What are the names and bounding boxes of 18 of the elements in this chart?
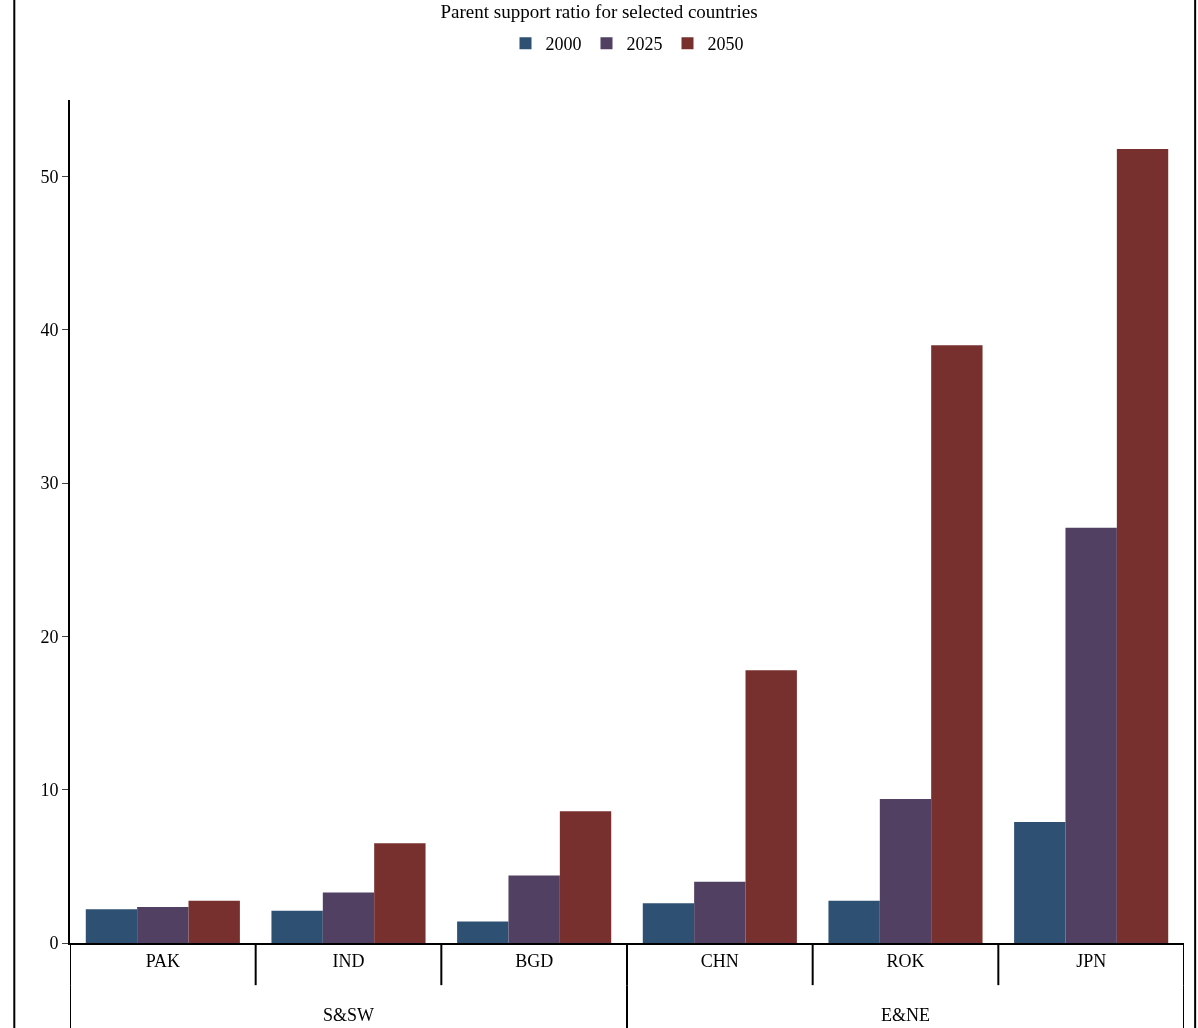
legend-label: 2025 [626,34,663,55]
chart-title: Parent support ratio for selected countries [440,1,758,23]
x-tick-label: ROK [886,950,925,971]
text: E&NE [881,1005,930,1025]
legend-label: 2050 [707,34,744,55]
y-tick-label: 0 [49,933,59,954]
y-tick-label: 50 [40,166,59,187]
y-tick-label: 40 [40,320,59,341]
x-tick-label: IND [332,950,365,971]
x-tick-label: JPN [1076,950,1107,971]
x-tick-label: CHN [700,950,739,971]
legend-label: 2000 [545,34,582,55]
y-tick-label: 10 [40,780,59,801]
y-tick-label: 30 [40,473,59,494]
y-tick-label: 20 [40,626,59,647]
text: S&SW [323,1005,375,1025]
x-tick-label: PAK [145,950,181,971]
x-tick-label: BGD [515,950,554,971]
